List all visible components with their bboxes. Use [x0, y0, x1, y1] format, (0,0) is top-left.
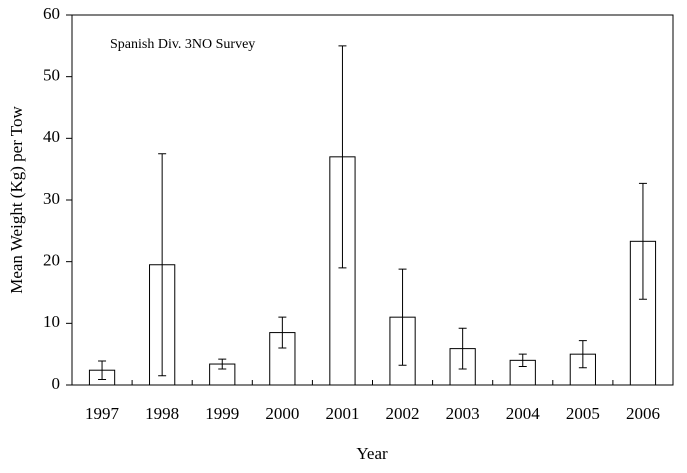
x-axis-label: Year	[356, 444, 388, 463]
x-tick-label: 2002	[386, 404, 420, 423]
y-axis-label: Mean Weight (Kg) per Tow	[7, 106, 26, 294]
x-tick-label: 2006	[626, 404, 660, 423]
x-tick-label: 2004	[506, 404, 541, 423]
error-bar	[638, 182, 647, 300]
annotation: Spanish Div. 3NO Survey	[110, 37, 255, 52]
error-bar	[578, 340, 587, 369]
y-tick-label: 0	[52, 374, 61, 393]
y-tick-label: 10	[43, 312, 60, 331]
error-bar	[398, 268, 407, 366]
y-tick-label: 20	[43, 251, 60, 270]
error-bar	[98, 360, 107, 380]
x-tick-label: 1997	[85, 404, 120, 423]
error-bar	[338, 45, 347, 269]
x-tick-label: 1999	[205, 404, 239, 423]
y-tick-label: 60	[43, 4, 60, 23]
y-tick-label: 50	[43, 66, 60, 85]
error-bar	[458, 327, 467, 370]
x-tick-label: 2003	[446, 404, 480, 423]
error-bar	[158, 153, 167, 377]
error-bar	[278, 316, 287, 349]
y-tick-label: 30	[43, 189, 60, 208]
x-tick-label: 2000	[265, 404, 299, 423]
error-bar	[218, 358, 227, 370]
x-tick-label: 2001	[325, 404, 359, 423]
error-bar	[518, 353, 527, 367]
y-tick-label: 40	[43, 127, 60, 146]
x-tick-label: 1998	[145, 404, 179, 423]
x-tick-label: 2005	[566, 404, 600, 423]
